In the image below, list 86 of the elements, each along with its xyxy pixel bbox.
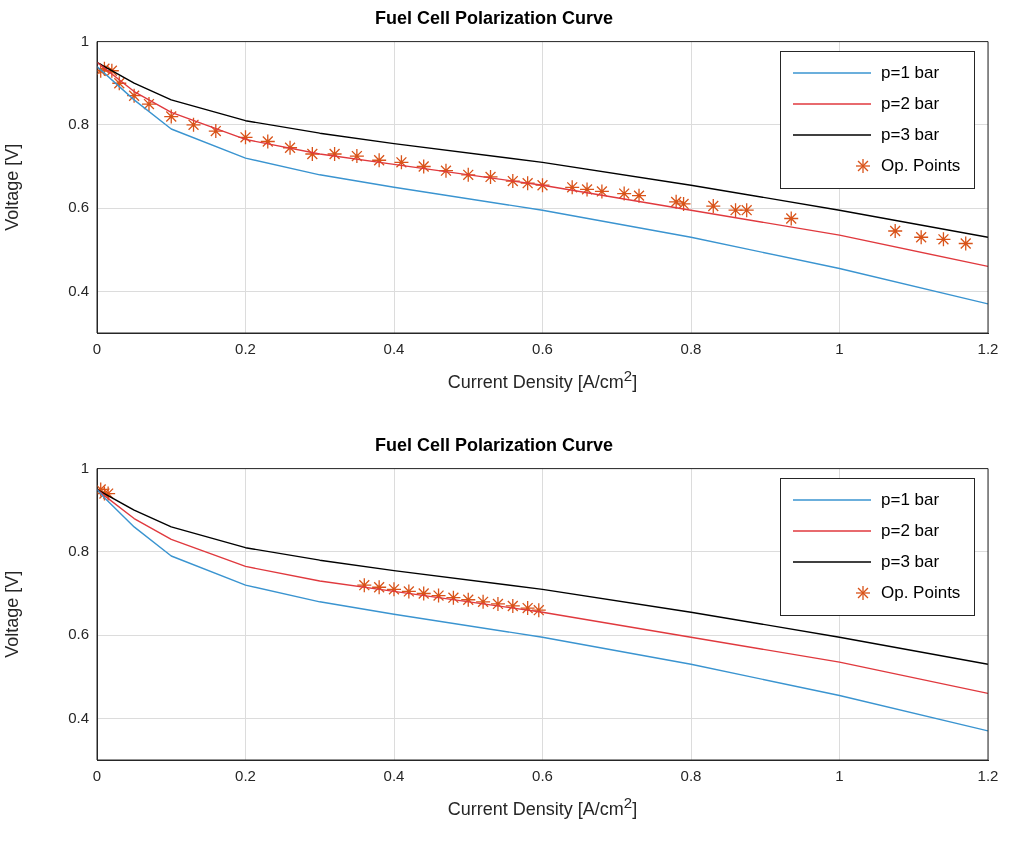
point <box>163 108 179 125</box>
x-tick-label: 0.4 <box>383 767 405 785</box>
y-tick-label: 0.8 <box>68 542 89 559</box>
legend-label: p=2 bar <box>881 94 940 115</box>
point <box>594 183 610 200</box>
y-axis-title: Voltage [V] <box>1 143 22 231</box>
point <box>430 587 447 604</box>
point <box>401 583 417 600</box>
x-tick-label: 0.2 <box>235 767 256 785</box>
point <box>438 163 454 179</box>
point <box>416 158 432 175</box>
point <box>579 181 595 198</box>
x-tick-label: 0.8 <box>680 767 702 785</box>
point <box>416 585 432 602</box>
point <box>237 129 254 145</box>
x-tick-label: 1.2 <box>977 340 999 358</box>
point <box>393 154 410 170</box>
point <box>371 152 387 168</box>
x-tick-label: 0.2 <box>235 340 256 358</box>
point <box>111 75 127 91</box>
point <box>668 194 684 210</box>
x-tick-label: 0 <box>92 340 102 358</box>
point <box>304 146 320 162</box>
point <box>616 185 632 202</box>
x-tick-label: 0.6 <box>532 767 553 785</box>
point <box>371 579 387 595</box>
point <box>326 146 343 162</box>
point <box>460 167 476 183</box>
y-tick-label: 0.8 <box>68 115 89 132</box>
x-tick-label: 1 <box>835 767 844 785</box>
y-tick-label: 0.4 <box>68 708 89 726</box>
point <box>104 63 120 79</box>
point <box>460 592 476 608</box>
point <box>482 169 499 185</box>
point <box>739 202 755 218</box>
point <box>126 88 142 104</box>
point <box>531 602 547 618</box>
x-axis-title: Current Density [A/cm$^{2}$] <box>446 367 639 393</box>
point <box>564 179 580 195</box>
legend-label: p=3 bar <box>881 552 940 573</box>
legend-label: p=1 bar <box>881 490 940 511</box>
point <box>520 175 536 191</box>
y-axis-title: Voltage [V] <box>1 570 22 658</box>
x-axis-title: Current Density [A/cm$^{2}$] <box>446 794 639 820</box>
point <box>475 594 491 610</box>
x-tick-label: 0.8 <box>680 340 702 358</box>
chart-title: Fuel Cell Polarization Curve <box>374 434 614 455</box>
point <box>349 148 365 164</box>
point <box>505 598 521 614</box>
point <box>631 187 647 204</box>
legend-label: Op. Points <box>881 583 961 604</box>
point <box>386 581 402 597</box>
y-tick-label: 1 <box>80 31 89 49</box>
point <box>356 577 372 593</box>
point <box>913 229 929 245</box>
point <box>887 223 903 239</box>
point <box>935 231 952 247</box>
chart-title: Fuel Cell Polarization Curve <box>374 7 614 28</box>
x-tick-label: 1.2 <box>977 767 999 785</box>
point <box>505 173 521 189</box>
point <box>958 235 974 252</box>
point <box>705 198 721 214</box>
point <box>185 117 202 133</box>
x-tick-label: 0.6 <box>532 340 553 358</box>
point <box>675 196 692 212</box>
point <box>282 140 298 156</box>
point <box>520 600 536 616</box>
y-tick-label: 0.6 <box>68 198 89 216</box>
legend-label: Op. Points <box>881 156 961 177</box>
point <box>783 210 799 227</box>
point <box>445 590 462 606</box>
point <box>141 96 157 112</box>
point <box>490 596 506 612</box>
point <box>534 177 551 193</box>
legend-label: p=1 bar <box>881 63 940 84</box>
x-tick-label: 0 <box>92 767 102 785</box>
x-tick-label: 1 <box>835 340 844 358</box>
point <box>727 202 744 218</box>
y-tick-label: 1 <box>80 458 89 476</box>
point <box>208 123 224 139</box>
x-tick-label: 0.4 <box>383 340 405 358</box>
y-tick-label: 0.6 <box>68 625 89 643</box>
legend-label: p=2 bar <box>881 521 940 542</box>
point <box>260 133 276 150</box>
legend-label: p=3 bar <box>881 125 940 146</box>
y-tick-label: 0.4 <box>68 281 89 299</box>
